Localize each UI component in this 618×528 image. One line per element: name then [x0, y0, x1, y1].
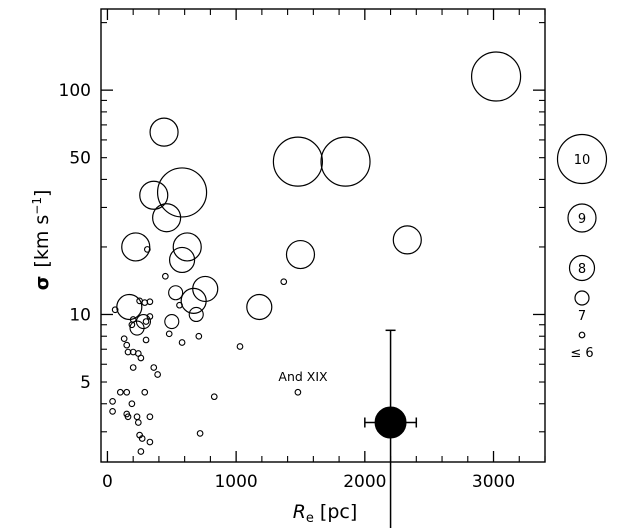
x-tick-label: 2000 — [343, 472, 386, 492]
data-point — [146, 438, 154, 446]
x-axis-title: Re [pc] — [293, 501, 358, 526]
data-point — [236, 343, 244, 350]
data-point — [128, 321, 136, 329]
data-point — [188, 306, 204, 323]
data-point — [138, 435, 146, 442]
data-point — [161, 272, 169, 280]
x-tick-label: 1000 — [214, 472, 257, 492]
data-point — [294, 388, 302, 396]
legend-label: 8 — [578, 262, 586, 277]
data-point — [320, 136, 371, 187]
highlight-point — [364, 329, 418, 528]
data-point — [168, 285, 184, 301]
data-points — [109, 51, 522, 455]
axes: 0 1000 2000 3000 5 10 50 100 — [59, 8, 546, 492]
data-point — [210, 393, 218, 401]
data-point — [195, 332, 203, 340]
data-point — [280, 278, 288, 286]
data-point — [134, 419, 142, 426]
data-point — [164, 314, 180, 330]
data-point — [129, 364, 137, 371]
data-point — [146, 313, 154, 320]
data-point — [109, 397, 116, 405]
data-point — [109, 407, 116, 415]
data-point — [129, 320, 145, 336]
legend-label: 7 — [578, 309, 586, 324]
data-point — [111, 306, 119, 314]
legend-circle — [578, 331, 586, 339]
data-point — [154, 371, 161, 378]
data-point — [142, 336, 150, 344]
x-tick-label: 3000 — [472, 472, 515, 492]
y-axis-title: σ[km s−1] — [30, 190, 53, 291]
plot-frame — [100, 8, 546, 463]
data-point — [128, 400, 136, 408]
data-point — [196, 430, 204, 437]
data-point — [470, 51, 522, 102]
data-point — [146, 413, 154, 421]
y-tick-label: 100 — [59, 81, 91, 101]
y-tick-label: 5 — [80, 373, 91, 393]
data-point — [143, 246, 151, 253]
legend-label: 9 — [578, 212, 586, 227]
size-legend: 10 9 8 7 ≤ 6 — [556, 133, 608, 361]
data-point — [133, 413, 141, 421]
data-point — [146, 298, 154, 306]
y-tick-label: 50 — [69, 149, 91, 169]
data-point — [124, 413, 132, 421]
data-point — [141, 388, 149, 396]
data-point — [272, 136, 324, 187]
data-point — [285, 239, 316, 270]
legend-circle — [574, 290, 590, 306]
data-point — [121, 232, 151, 262]
annotation-and-xix: And XIX — [278, 369, 328, 384]
legend-circle — [556, 133, 608, 185]
data-point — [150, 364, 158, 371]
data-point — [392, 225, 422, 255]
data-point — [172, 232, 202, 262]
legend-circle — [567, 203, 597, 233]
data-point — [137, 448, 145, 455]
x-tick-label: 0 — [102, 472, 113, 492]
data-point — [123, 388, 131, 396]
y-tick-label: 10 — [69, 305, 91, 325]
data-point — [165, 330, 173, 338]
data-point — [142, 318, 150, 325]
data-point — [176, 301, 183, 309]
data-point — [120, 335, 128, 343]
data-point — [137, 354, 145, 362]
data-point — [156, 167, 208, 218]
data-point — [178, 339, 186, 346]
data-point — [246, 293, 273, 321]
legend-circle — [568, 254, 596, 282]
legend-label: 10 — [574, 153, 591, 168]
data-point — [180, 287, 207, 314]
data-point — [116, 388, 124, 396]
data-point — [123, 341, 131, 349]
data-point — [139, 180, 169, 210]
data-point — [152, 203, 182, 233]
highlight-marker — [374, 406, 407, 439]
data-point — [149, 117, 179, 147]
legend-label: ≤ 6 — [570, 346, 593, 361]
data-point — [168, 246, 196, 274]
